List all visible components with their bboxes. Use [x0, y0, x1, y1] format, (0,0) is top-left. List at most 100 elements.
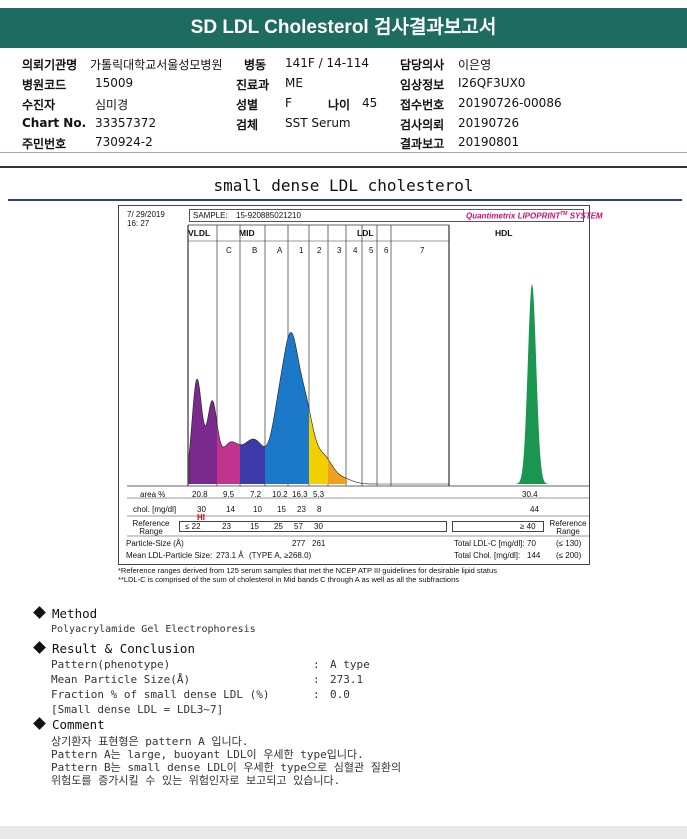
ref-label: Reference Range	[132, 519, 170, 536]
examinee-label: 수진자	[22, 98, 56, 112]
report-value: 20190801	[458, 135, 520, 149]
sample-box: SAMPLE: 15-920885021210 Quantimetrix LIP…	[189, 209, 603, 222]
ref-midc: 23	[222, 522, 231, 531]
footnote: **LDL-C is comprised of the sum of chole…	[118, 575, 460, 584]
row-area-label: area %	[140, 490, 166, 499]
area-midc: 9.5	[223, 490, 235, 499]
peak-hdl	[515, 284, 549, 484]
chol-hdl: 44	[530, 505, 539, 514]
result-row-value: 273.1	[330, 673, 364, 686]
ref-box-ldl	[179, 521, 447, 532]
doctor-label: 담당의사	[400, 58, 445, 72]
sample-value: 15-920885021210	[236, 211, 301, 220]
hospcode-value: 15009	[95, 76, 134, 90]
divider	[8, 199, 682, 201]
particle-size-2: 261	[312, 539, 326, 548]
bullet-diamond-icon	[33, 641, 46, 654]
sex-label: 성별	[236, 98, 259, 112]
result-heading: Result & Conclusion	[33, 641, 195, 656]
ref-ldl1: 57	[294, 522, 303, 531]
chol-vldl: 30	[197, 505, 206, 514]
total-ldl-ref: (≤ 130)	[556, 539, 582, 548]
result-note: [Small dense LDL = LDL3~7]	[51, 703, 224, 716]
ldl-sub-3: 3	[337, 246, 342, 255]
report-label: 결과보고	[400, 137, 445, 151]
ldl-sub-6: 6	[384, 246, 389, 255]
doctor-value: 이은영	[458, 58, 492, 72]
report-time: 16: 27	[127, 219, 150, 228]
area-mida: 10.2	[272, 490, 288, 499]
band-ldl: LDL	[357, 228, 374, 238]
comment-line: 위험도를 증가시킬 수 있는 위험인자로 보고되고 있습니다.	[51, 774, 341, 787]
ldl-sub-1: 1	[299, 246, 304, 255]
total-ldl-label: Total LDL-C [mg/dl]:	[454, 539, 525, 548]
clinical-label: 임상정보	[400, 78, 445, 92]
chart-value: 33357372	[95, 116, 157, 130]
electrophoresis-chart	[127, 224, 589, 537]
dept-label: 진료과	[236, 78, 270, 92]
mid-sub-a: A	[277, 246, 283, 255]
chol-ldl2: 8	[317, 505, 322, 514]
lipoprint-report: 7/ 29/2019 16: 27 SAMPLE: 15-92088502121…	[118, 205, 603, 565]
receipt-value: 20190726-00086	[458, 96, 562, 110]
institution-label: 의뢰기관명	[22, 58, 78, 72]
mean-size-value: 273.1 Å	[216, 551, 244, 560]
band-vldl: VLDL	[188, 228, 211, 238]
comment-heading: Comment	[33, 717, 105, 732]
band-mid: MID	[239, 228, 255, 238]
ref-midb: 15	[250, 522, 259, 531]
hospcode-label: 병원코드	[22, 78, 67, 92]
ldl-sub-5: 5	[369, 246, 374, 255]
chol-ldl1: 23	[297, 505, 306, 514]
comment-line: 상기환자 표현형은 pattern A 입니다.	[51, 735, 249, 748]
chol-midb: 10	[253, 505, 262, 514]
report-title: SD LDL Cholesterol 검사결과보고서	[0, 8, 687, 48]
bullet-diamond-icon	[33, 717, 46, 730]
total-chol-ref: (≤ 200)	[556, 551, 582, 560]
ref-hdl: ≥ 40	[520, 522, 536, 531]
ward-label: 병동	[244, 58, 267, 72]
ref-vldl: ≤ 22	[185, 522, 201, 531]
age-value: 45	[362, 96, 378, 110]
area-midb: 7.2	[250, 490, 262, 499]
clinical-value: I26QF3UX0	[458, 76, 526, 90]
comment-line: Pattern A는 large, buoyant LDL이 우세한 type입…	[51, 748, 364, 761]
id-value: 730924-2	[95, 135, 153, 149]
ldl-sub-7: 7	[420, 246, 425, 255]
result-row-value: A type	[330, 658, 370, 671]
total-chol-value: 144	[527, 551, 541, 560]
report-footnotes: *Reference ranges derived from 125 serum…	[118, 566, 497, 584]
ref-box-hdl	[452, 521, 544, 532]
dept-value: ME	[285, 76, 303, 90]
footnote: *Reference ranges derived from 125 serum…	[118, 566, 497, 575]
ref-right-label: Reference Range	[549, 519, 587, 536]
method-text: Polyacrylamide Gel Electrophoresis	[51, 624, 256, 635]
age-label: 나이	[328, 98, 351, 112]
area-vldl: 20.8	[192, 490, 208, 499]
result-row-label: Fraction % of small dense LDL (%)	[51, 688, 270, 701]
divider	[0, 152, 687, 153]
specimen-label: 검체	[236, 118, 259, 132]
row-chol-label: chol. [mg/dl]	[133, 505, 177, 514]
mean-size-label: Mean LDL-Particle Size:	[126, 551, 213, 560]
brand-logo: Quantimetrix LIPOPRINTTM SYSTEM	[466, 211, 603, 221]
bullet-diamond-icon	[33, 606, 46, 619]
chol-midc: 14	[226, 505, 235, 514]
area-hdl: 30.4	[522, 490, 538, 499]
chol-flag: HI	[197, 513, 205, 522]
result-row-sep: :	[313, 688, 320, 701]
receipt-label: 접수번호	[400, 98, 445, 112]
request-value: 20190726	[458, 116, 520, 130]
particle-size-label: Particle-Size (Å)	[126, 539, 184, 548]
comment-line: Pattern B는 small dense LDL이 우세한 type으로 심…	[51, 761, 402, 774]
id-label: 주민번호	[22, 137, 67, 151]
ref-mida: 25	[274, 522, 283, 531]
particle-size-1: 277	[292, 539, 306, 548]
request-label: 검사의뢰	[400, 118, 445, 132]
trace-outline	[188, 332, 449, 485]
band-hdl: HDL	[495, 228, 513, 238]
ward-value: 141F / 14-114	[285, 56, 369, 70]
peak-vldl	[189, 379, 217, 484]
sample-label: SAMPLE:	[193, 211, 228, 220]
ldl-sub-2: 2	[317, 246, 322, 255]
